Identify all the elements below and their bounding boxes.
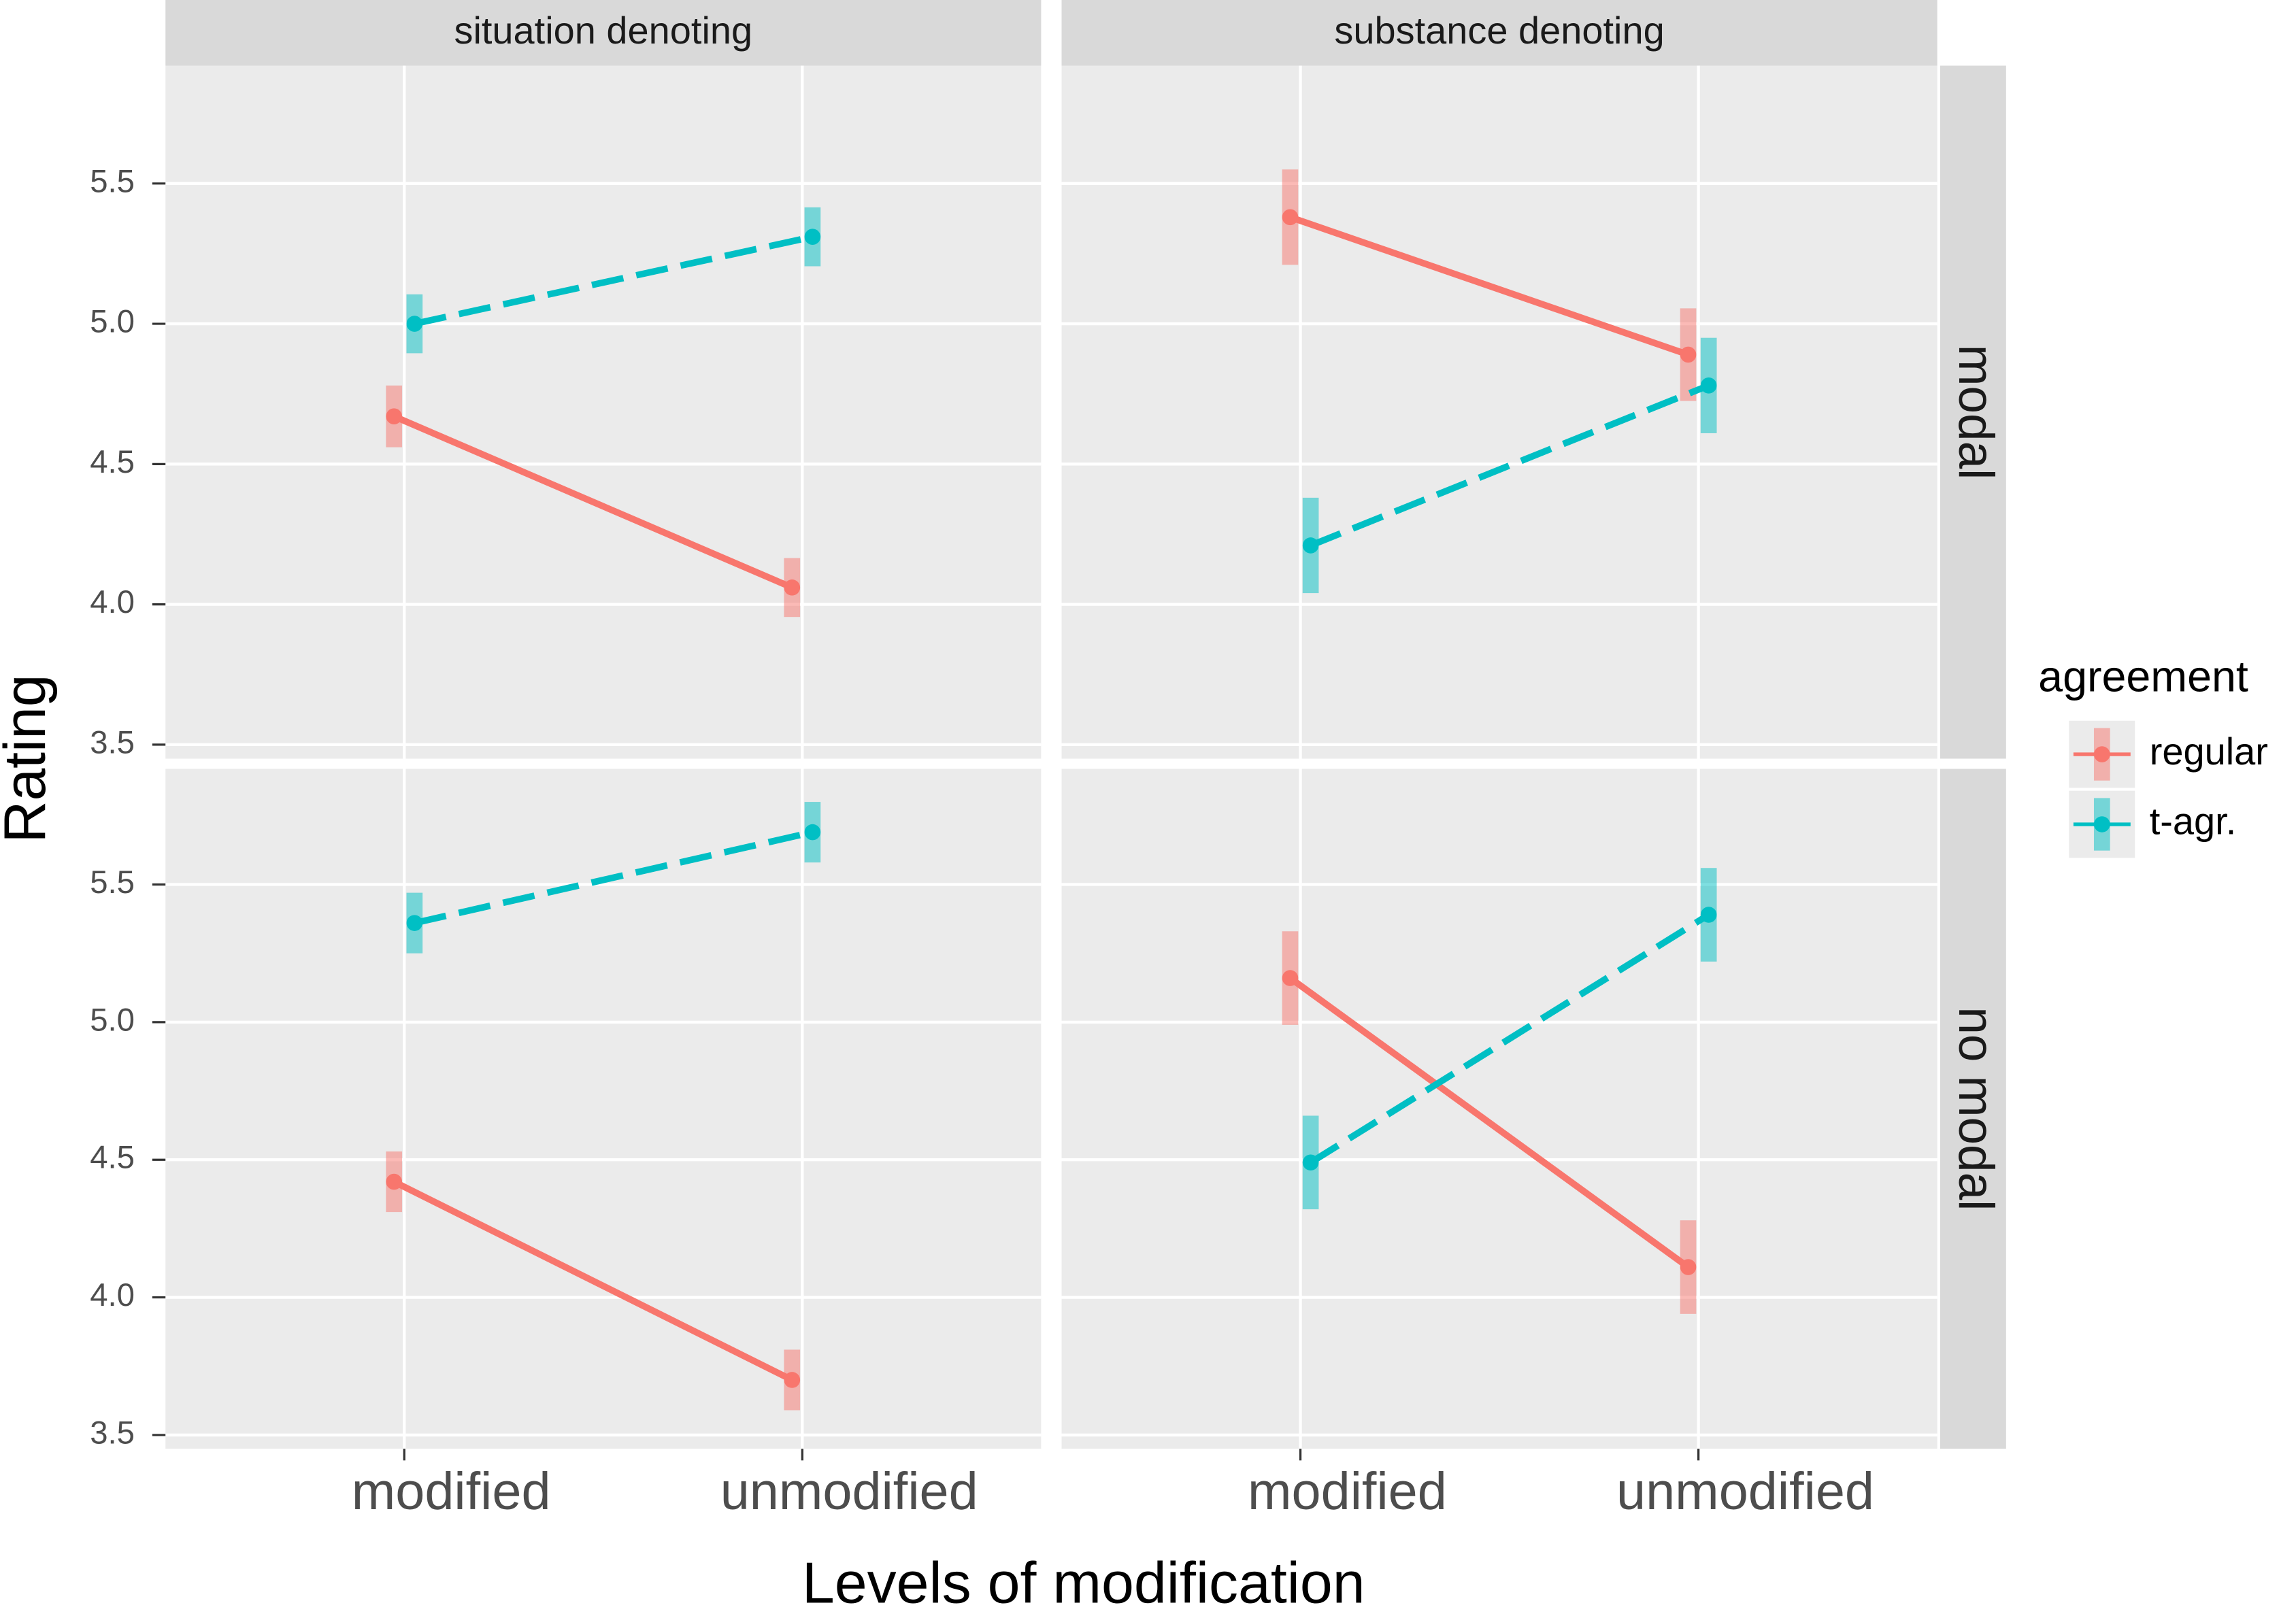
- point: [804, 229, 821, 245]
- y-tick-label: 4.0: [90, 1277, 135, 1313]
- y-tick-label: 4.5: [90, 1140, 135, 1176]
- line: [414, 828, 814, 926]
- facet-strip-label: modal: [1948, 345, 2003, 480]
- facet-strip-label: no modal: [1948, 1007, 2003, 1211]
- legend-label: regular: [2150, 730, 2268, 773]
- point: [386, 408, 403, 424]
- point: [784, 579, 801, 596]
- y-tick-label: 4.0: [90, 584, 135, 620]
- point: [1700, 377, 1717, 394]
- facet-strip: [1940, 769, 2006, 1449]
- legend-label: t-agr.: [2150, 800, 2237, 843]
- point: [406, 915, 423, 931]
- facet-strip-label: substance denoting: [1334, 9, 1664, 52]
- x-tick-label: unmodified: [720, 1462, 978, 1521]
- point: [1680, 1259, 1697, 1275]
- y-axis-label: Rating: [0, 674, 58, 843]
- y-tick-label: 4.5: [90, 444, 135, 480]
- y-tick-label: 5.0: [90, 304, 135, 340]
- facet-strip: [165, 0, 1042, 66]
- y-tick-label: 5.0: [90, 1002, 135, 1038]
- x-tick-label: modified: [352, 1462, 551, 1521]
- legend-title: agreement: [2038, 652, 2248, 701]
- panel-background: [1061, 769, 1937, 1449]
- point: [804, 824, 821, 841]
- line: [393, 1179, 794, 1383]
- legend-key-point: [2093, 746, 2110, 762]
- point: [1282, 209, 1299, 226]
- line: [1288, 975, 1691, 1270]
- line: [1309, 382, 1710, 549]
- x-tick-label: unmodified: [1616, 1462, 1874, 1521]
- point: [1302, 537, 1319, 554]
- facet-strip: [1940, 65, 2006, 759]
- y-tick-label: 5.5: [90, 163, 135, 199]
- panel-background: [1061, 65, 1937, 759]
- point: [386, 1173, 403, 1190]
- y-tick-label: 3.5: [90, 724, 135, 760]
- x-axis-label: Levels of modification: [802, 1551, 1365, 1616]
- y-tick-label: 3.5: [90, 1415, 135, 1451]
- line: [1288, 214, 1690, 358]
- facet-strip: [1061, 0, 1937, 66]
- line: [393, 413, 794, 591]
- x-tick-label: modified: [1248, 1462, 1447, 1521]
- point: [1680, 346, 1697, 363]
- line: [414, 233, 814, 327]
- panel-background: [165, 769, 1042, 1449]
- point: [1700, 907, 1717, 923]
- line: [1309, 911, 1711, 1166]
- legend-key-point: [2093, 816, 2110, 832]
- facet-strip-label: situation denoting: [454, 9, 752, 52]
- point: [784, 1372, 801, 1388]
- point: [1282, 970, 1299, 986]
- point: [406, 316, 423, 332]
- point: [1302, 1154, 1319, 1171]
- panel-background: [165, 65, 1042, 759]
- y-tick-label: 5.5: [90, 864, 135, 900]
